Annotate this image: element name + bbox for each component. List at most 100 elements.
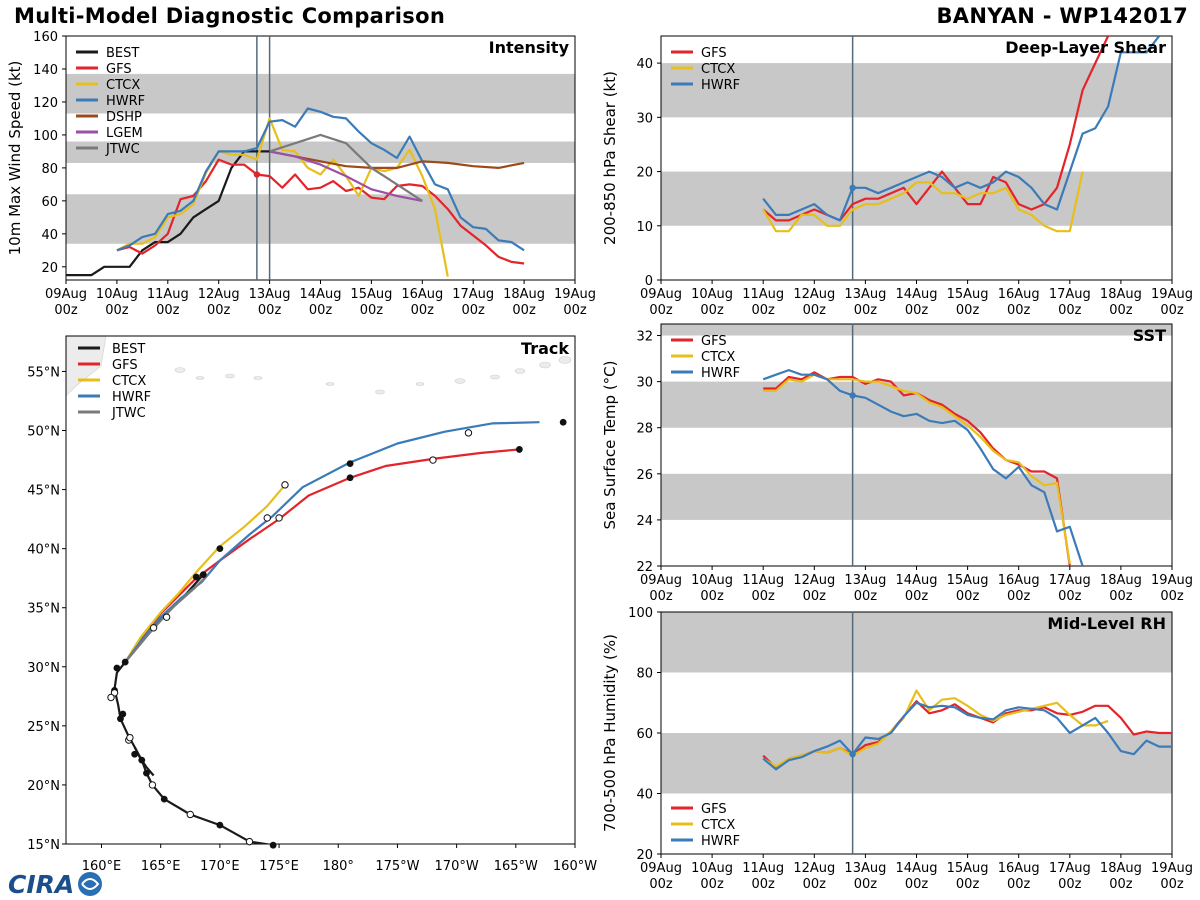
storm-identifier: BANYAN - WP142017 [936, 4, 1188, 28]
intensity-y-tick-label: 120 [33, 96, 58, 111]
shear-x-tick-label: 12Aug [793, 287, 835, 302]
track-legend-label: CTCX [112, 374, 146, 389]
aleutian-island [325, 382, 335, 386]
rh-x-tick-label: 00z [956, 877, 980, 892]
track-lon-label: 160°W [553, 859, 597, 874]
sst-x-tick-label: 00z [803, 589, 827, 604]
track-marker-filled [192, 573, 200, 581]
intensity-series-ctcx [116, 117, 449, 277]
aleutian-island [539, 361, 551, 369]
sst-x-tick-label: 00z [956, 589, 980, 604]
rh-x-tick-label: 12Aug [793, 861, 835, 876]
track-marker-filled [121, 658, 129, 666]
shear-x-tick-label: 00z [1058, 303, 1082, 318]
track-marker-filled [143, 769, 150, 777]
shear-x-tick-label: 00z [1007, 303, 1031, 318]
sst-shaded-band [661, 324, 1172, 336]
rh-x-tick-label: 09Aug [640, 861, 682, 876]
shear-x-tick-label: 00z [649, 303, 673, 318]
rh-y-tick-label: 60 [636, 727, 653, 742]
rh-x-tick-label: 00z [803, 877, 827, 892]
shear-x-tick-label: 00z [803, 303, 827, 318]
sst-series-gfs [763, 371, 1071, 566]
rh-x-tick-label: 00z [700, 877, 724, 892]
aleutian-island [253, 376, 263, 380]
track-lat-label: 15°N [27, 838, 60, 853]
track-legend-label: HWRF [112, 390, 151, 405]
track-series-jtwc [124, 573, 209, 663]
rh-x-tick-label: 15Aug [947, 861, 989, 876]
rh-y-tick-label: 20 [636, 848, 653, 863]
rh-x-tick-label: 00z [1007, 877, 1031, 892]
rh-x-tick-label: 00z [1109, 877, 1133, 892]
sst-x-tick-label: 00z [854, 589, 878, 604]
shear-x-tick-label: 17Aug [1049, 287, 1091, 302]
track-marker-filled [138, 756, 146, 764]
rh-legend-label: HWRF [701, 834, 740, 849]
track-legend-label: JTWC [111, 406, 146, 421]
sst-plot-frame [660, 323, 1173, 567]
track-legend-label: BEST [112, 342, 145, 357]
intensity-legend-label: DSHP [106, 110, 142, 125]
logo-globe-icon [78, 872, 102, 896]
intensity-panel-title: Intensity [489, 38, 570, 57]
track-lat-label: 45°N [27, 484, 60, 499]
track-series-ctcx [124, 484, 286, 663]
sst-x-tick-label: 00z [1058, 589, 1082, 604]
shear-x-tick-label: 11Aug [742, 287, 784, 302]
track-lat-label: 25°N [27, 720, 60, 735]
sst-x-tick-label: 12Aug [793, 573, 835, 588]
intensity-series-gfs [116, 158, 525, 265]
intensity-panel: 09Aug00z10Aug00z11Aug00z12Aug00z13Aug00z… [6, 30, 596, 318]
rh-x-tick-label: 13Aug [844, 861, 886, 876]
rh-x-tick-label: 16Aug [998, 861, 1040, 876]
sst-x-tick-label: 00z [1109, 589, 1133, 604]
track-marker-filled [111, 687, 118, 694]
aleutian-island [225, 373, 235, 379]
track-lon-label: 175°W [375, 859, 419, 874]
track-plot-frame [65, 335, 576, 845]
shear-x-tick-label: 00z [700, 303, 724, 318]
rh-y-tick-label: 80 [636, 667, 653, 682]
aleutian-island [375, 389, 385, 395]
rh-y-tick-label: 100 [628, 606, 653, 621]
intensity-y-tick-label: 80 [41, 162, 58, 177]
intensity-y-tick-label: 140 [33, 63, 58, 78]
intensity-series-jtwc [269, 133, 423, 202]
rh-x-tick-label: 00z [649, 877, 673, 892]
intensity-y-tick-label: 60 [41, 195, 58, 210]
sst-x-tick-label: 00z [905, 589, 929, 604]
shear-y-tick-label: 20 [636, 166, 653, 181]
rh-panel-title: Mid-Level RH [1047, 614, 1166, 633]
rh-x-tick-label: 00z [1058, 877, 1082, 892]
track-marker-open [281, 481, 289, 489]
intensity-x-tick-label: 12Aug [198, 287, 240, 302]
rh-init-marker [849, 750, 856, 758]
cira-logo: CIRA [8, 870, 102, 899]
intensity-legend-label: LGEM [106, 126, 143, 141]
shear-x-tick-label: 16Aug [998, 287, 1040, 302]
intensity-x-tick-label: 16Aug [401, 287, 443, 302]
track-panel: 160°E 165°E 170°E 175°E 180° 175°W 170°W 165°W 1… [27, 335, 597, 874]
sst-x-tick-label: 18Aug [1100, 573, 1142, 588]
track-marker-filled [113, 664, 121, 672]
intensity-x-tick-label: 13Aug [249, 287, 291, 302]
intensity-legend-label: GFS [106, 62, 132, 77]
sst-y-axis-label: Sea Surface Temp (°C) [601, 360, 619, 529]
intensity-init-marker [253, 171, 261, 178]
shear-legend-label: CTCX [701, 62, 735, 77]
rh-y-axis-label: 700-500 hPa Humidity (%) [601, 634, 619, 832]
track-marker-open [186, 810, 194, 819]
track-marker-filled [346, 460, 354, 467]
intensity-x-tick-label: 11Aug [147, 287, 189, 302]
sst-x-tick-label: 13Aug [844, 573, 886, 588]
intensity-x-tick-label: 00z [207, 303, 231, 318]
rh-x-tick-label: 17Aug [1049, 861, 1091, 876]
intensity-plot-frame [65, 35, 576, 281]
track-marker-filled [346, 474, 354, 482]
aleutian-island [195, 376, 205, 380]
track-series-best [113, 573, 273, 844]
aleutian-island [558, 356, 572, 364]
track-marker-open [149, 624, 158, 632]
rh-legend-label: GFS [701, 802, 727, 817]
